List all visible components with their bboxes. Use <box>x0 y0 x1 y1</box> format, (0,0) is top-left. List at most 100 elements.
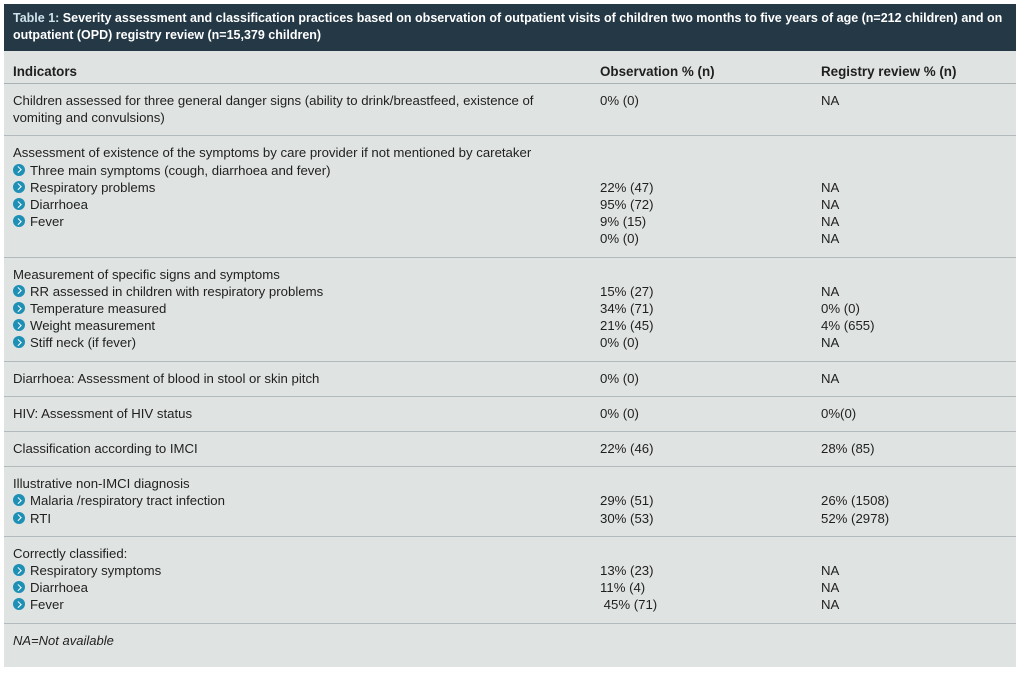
registry-value: NA <box>821 597 840 613</box>
table-caption: Table 1: Severity assessment and classif… <box>4 4 1016 51</box>
indicator-title: Diarrhoea: Assessment of blood in stool … <box>13 370 320 386</box>
table-row: Assessment of existence of the symptoms … <box>4 135 1016 258</box>
list-item-label: Three main symptoms (cough, diarrhoea an… <box>30 162 331 178</box>
observation-cell: 0% (0) <box>591 361 812 397</box>
circle-arrow-right-icon <box>13 302 25 315</box>
indicator-cell: HIV: Assessment of HIV status <box>4 396 591 433</box>
observation-cell: 13% (23) 11% (4) 45% (71) <box>591 536 812 624</box>
list-item: Fever <box>13 596 591 613</box>
registry-value: NA <box>821 179 840 195</box>
observation-value: 0% (0) <box>600 405 639 421</box>
list-item: Weight measurement <box>13 317 591 334</box>
observation-cell: 0% (0) <box>591 396 812 433</box>
registry-value: 28% (85) <box>821 441 875 457</box>
list-item: Diarrhoea <box>13 196 591 213</box>
list-item: Stiff neck (if fever) <box>13 334 591 351</box>
indicator-cell: Diarrhoea: Assessment of blood in stool … <box>4 361 591 397</box>
observation-value: 34% (71) <box>600 301 654 316</box>
list-item: Temperature measured <box>13 300 591 317</box>
registry-value: NA <box>821 370 840 386</box>
circle-arrow-right-icon <box>13 215 25 228</box>
indicator-cell: Measurement of specific signs and sympto… <box>4 257 591 362</box>
registry-cell: 0%(0) <box>812 396 1016 433</box>
observation-value: 0% (0) <box>600 335 639 351</box>
observation-value: 21% (45) <box>600 318 654 334</box>
list-item-label: Diarrhoea <box>30 580 88 596</box>
list-item: Three main symptoms (cough, diarrhoea an… <box>13 162 591 179</box>
registry-value: NA <box>821 93 840 108</box>
registry-cell: NA NA NA <box>812 536 1016 624</box>
list-item-label: Fever <box>30 214 64 230</box>
list-item: Diarrhoea <box>13 579 591 596</box>
observation-value: 30% (53) <box>600 510 654 526</box>
registry-value: 26% (1508) <box>821 493 890 509</box>
list-item: Malaria /respiratory tract infection <box>13 492 591 509</box>
observation-cell: 15% (27) 34% (71) 21% (45) 0% (0) <box>591 257 812 362</box>
list-item-label: Temperature measured <box>30 301 167 317</box>
observation-cell: 22% (47) 95% (72) 9% (15) 0% (0) <box>591 135 812 258</box>
list-item: Respiratory problems <box>13 179 591 196</box>
observation-value: 15% (27) <box>600 283 654 299</box>
list-item: RR assessed in children with respiratory… <box>13 283 591 300</box>
circle-arrow-right-icon <box>13 163 25 176</box>
observation-value: 0% (0) <box>600 231 639 247</box>
list-item: RTI <box>13 510 591 527</box>
circle-arrow-right-icon <box>13 511 25 524</box>
table-panel: Table 1: Severity assessment and classif… <box>4 4 1016 667</box>
circle-arrow-right-icon <box>13 284 25 297</box>
list-item-label: Weight measurement <box>30 318 156 334</box>
caption-label: Table 1: <box>13 11 60 25</box>
registry-cell: NA <box>812 361 1016 397</box>
circle-arrow-right-icon <box>13 336 25 349</box>
observation-value: 29% (51) <box>600 493 654 509</box>
circle-arrow-right-icon <box>13 494 25 507</box>
list-item-label: Stiff neck (if fever) <box>30 335 137 351</box>
registry-cell: NA 0% (0) 4% (655) NA <box>812 257 1016 362</box>
table-row: HIV: Assessment of HIV status 0% (0) 0%(0) <box>4 396 1016 433</box>
observation-value: 22% (47) <box>600 179 654 195</box>
indicator-cell: Correctly classified: Respiratory symptom… <box>4 536 591 624</box>
header-observation: Observation % (n) <box>591 51 812 84</box>
header-registry: Registry review % (n) <box>812 51 1016 84</box>
caption-text: Severity assessment and classification p… <box>13 11 1003 42</box>
registry-cell: 26% (1508) 52% (2978) <box>812 466 1016 537</box>
observation-value: 9% (15) <box>600 214 647 230</box>
observation-cell: 0% (0) <box>591 83 812 137</box>
table-body: Children assessed for three general dang… <box>4 83 1016 624</box>
observation-value: 13% (23) <box>600 563 654 579</box>
observation-cell: 29% (51) 30% (53) <box>591 466 812 537</box>
circle-arrow-right-icon <box>13 581 25 594</box>
table-row: Diarrhoea: Assessment of blood in stool … <box>4 361 1016 397</box>
registry-value: 4% (655) <box>821 318 875 334</box>
registry-value: 52% (2978) <box>821 510 890 526</box>
table-row: Illustrative non-IMCI diagnosis Malaria /… <box>4 466 1016 537</box>
registry-value: NA <box>821 283 840 299</box>
registry-value: NA <box>821 580 840 596</box>
registry-value: NA <box>821 563 840 579</box>
indicator-title: Classification according to IMCI <box>13 441 198 457</box>
indicator-title: HIV: Assessment of HIV status <box>13 405 193 421</box>
indicator-cell: Children assessed for three general dang… <box>4 83 591 137</box>
list-item-label: Fever <box>30 597 64 613</box>
list-item: Fever <box>13 213 591 230</box>
list-item-label: RTI <box>30 510 52 526</box>
circle-arrow-right-icon <box>13 319 25 332</box>
registry-cell: 28% (85) <box>812 431 1016 468</box>
registry-value: 0%(0) <box>821 405 857 421</box>
table-row: Children assessed for three general dang… <box>4 83 1016 137</box>
indicator-title: Measurement of specific signs and sympto… <box>13 266 280 282</box>
list-item-label: Respiratory problems <box>30 179 156 195</box>
observation-value: 22% (46) <box>600 441 654 457</box>
list-item-label: Malaria /respiratory tract infection <box>30 493 225 509</box>
indicator-cell: Illustrative non-IMCI diagnosis Malaria /… <box>4 466 591 537</box>
data-table: Indicators Observation % (n) Registry re… <box>4 51 1016 624</box>
registry-value: NA <box>821 335 840 351</box>
list-item-label: Diarrhoea <box>30 197 88 213</box>
indicator-title: Children assessed for three general dang… <box>13 93 534 126</box>
observation-value: 0% (0) <box>600 370 639 386</box>
observation-cell: 22% (46) <box>591 431 812 468</box>
indicator-cell: Classification according to IMCI <box>4 431 591 468</box>
observation-value: 45% (71) <box>600 597 658 613</box>
registry-value: NA <box>821 231 840 247</box>
footnote: NA=Not available <box>13 632 114 648</box>
